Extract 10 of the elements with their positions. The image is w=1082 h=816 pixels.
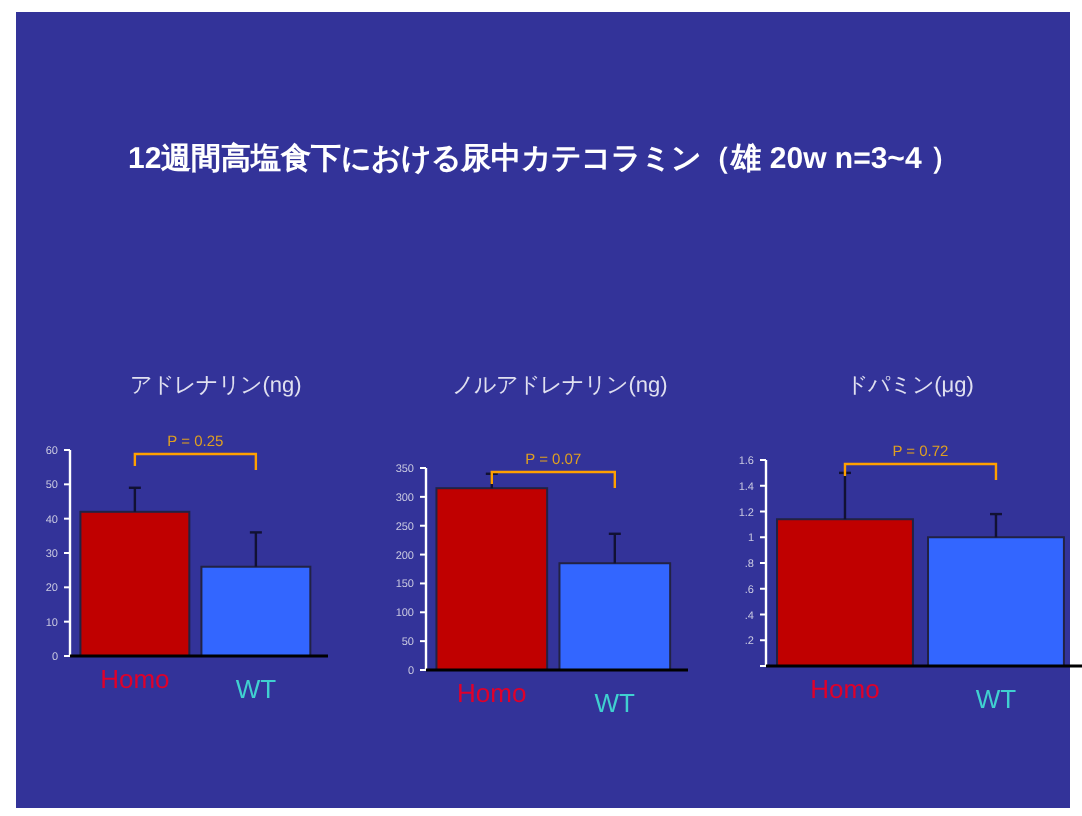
- x-tick-label: WT: [594, 688, 636, 718]
- x-tick-label: WT: [975, 684, 1017, 714]
- chart-title: ノルアドレナリン(ng): [452, 374, 668, 398]
- chart-title: ドパミン(μg): [846, 374, 974, 398]
- x-tick-label: Homo: [810, 674, 880, 704]
- x-tick-label: WT: [235, 674, 277, 704]
- x-tick-label: Homo: [100, 664, 170, 694]
- text: 12週間高塩食下における尿中カテコラミン（雄 20w n=3~4 ）: [128, 140, 960, 176]
- x-tick-label: Homo: [457, 678, 527, 708]
- chart-title: アドレナリン(ng): [130, 374, 302, 398]
